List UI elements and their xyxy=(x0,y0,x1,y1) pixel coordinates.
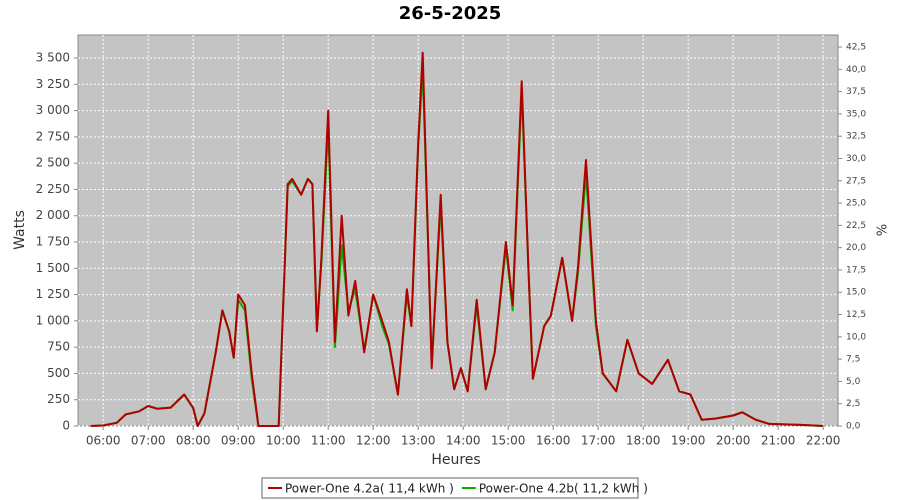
y2-tick-label: 25,0 xyxy=(846,199,866,209)
y-tick-label: 500 xyxy=(47,366,70,380)
y-tick-label: 1 000 xyxy=(36,313,70,327)
chart-title: 26-5-2025 xyxy=(399,3,502,24)
x-tick-label: 11:00 xyxy=(311,434,346,448)
x-tick-label: 18:00 xyxy=(626,434,661,448)
legend-label: Power-One 4.2b( 11,2 kWh ) xyxy=(479,482,648,496)
y-tick-label: 3 250 xyxy=(36,77,70,91)
x-tick-label: 14:00 xyxy=(446,434,481,448)
x-tick-label: 19:00 xyxy=(671,434,706,448)
y2-tick-label: 32,5 xyxy=(846,132,866,142)
y2-tick-label: 10,0 xyxy=(846,332,866,342)
axes: 0 250 500 750 1 000 1 250 1 500 1 750 2 000 2 250… xyxy=(36,43,867,448)
x-tick-label: 12:00 xyxy=(356,434,391,448)
x-tick-label: 09:00 xyxy=(221,434,256,448)
plot-area xyxy=(77,34,839,427)
y2-tick-label: 12,5 xyxy=(846,310,866,320)
y2-tick-label: 42,5 xyxy=(846,43,866,53)
y-tick-label: 250 xyxy=(47,392,70,406)
x-tick-label: 22:00 xyxy=(806,434,841,448)
y2-tick-label: 37,5 xyxy=(846,87,866,97)
series-lines xyxy=(90,51,824,427)
x-tick-label: 15:00 xyxy=(491,434,526,448)
x-tick-label: 17:00 xyxy=(581,434,616,448)
x-tick-label: 10:00 xyxy=(266,434,301,448)
y2-tick-label: 2,5 xyxy=(846,399,860,409)
grid xyxy=(78,35,838,427)
x-tick-label: 21:00 xyxy=(761,434,796,448)
y2-tick-label: 0,0 xyxy=(846,422,861,432)
legend xyxy=(261,477,639,499)
y2-axis-title: % xyxy=(873,224,888,236)
x-tick-label: 20:00 xyxy=(716,434,751,448)
series-line xyxy=(90,51,824,427)
y-tick-label: 3 500 xyxy=(36,51,70,65)
y2-tick-label: 20,0 xyxy=(846,243,866,253)
x-tick-label: 16:00 xyxy=(536,434,571,448)
x-axis-title: Heures xyxy=(431,452,480,468)
y2-tick-label: 22,5 xyxy=(846,221,866,231)
legend-label: Power-One 4.2a( 11,4 kWh ) xyxy=(285,482,454,496)
y-tick-label: 1 750 xyxy=(36,235,70,249)
y-tick-label: 1 500 xyxy=(36,261,70,275)
y-axis-title: Watts xyxy=(12,210,28,250)
y-tick-label: 2 500 xyxy=(36,156,70,170)
y2-tick-label: 15,0 xyxy=(846,288,866,298)
y2-tick-label: 7,5 xyxy=(846,355,860,365)
y-tick-label: 2 750 xyxy=(36,129,70,143)
y2-tick-label: 17,5 xyxy=(846,265,866,275)
y-tick-label: 1 250 xyxy=(36,287,70,301)
y-tick-label: 2 000 xyxy=(36,208,70,222)
legend-items: Power-One 4.2a( 11,4 kWh ) Power-One 4.2b… xyxy=(268,482,648,496)
x-tick-label: 06:00 xyxy=(86,434,121,448)
y2-tick-label: 40,0 xyxy=(846,65,866,75)
y-tick-label: 750 xyxy=(47,340,70,354)
y2-tick-label: 30,0 xyxy=(846,154,866,164)
x-tick-label: 08:00 xyxy=(176,434,211,448)
x-tick-label: 13:00 xyxy=(401,434,436,448)
y-tick-label: 0 xyxy=(62,419,70,433)
y-tick-label: 2 250 xyxy=(36,182,70,196)
y2-tick-label: 35,0 xyxy=(846,109,866,119)
y2-tick-label: 27,5 xyxy=(846,176,866,186)
y-tick-label: 3 000 xyxy=(36,103,70,117)
x-tick-label: 07:00 xyxy=(131,434,166,448)
y2-tick-label: 5,0 xyxy=(846,377,861,387)
